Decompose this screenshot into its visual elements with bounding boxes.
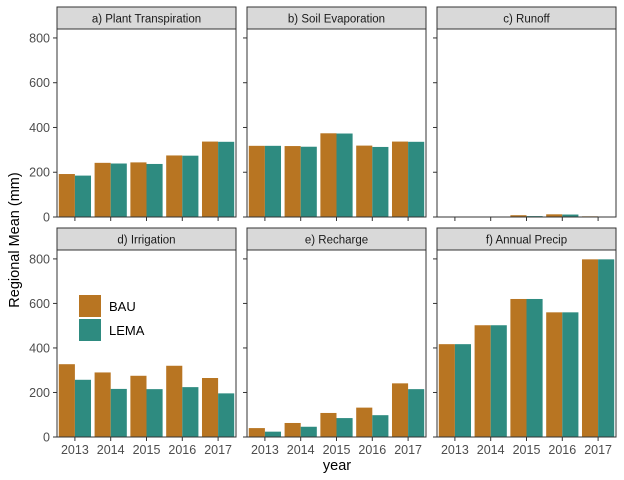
bar-bau bbox=[284, 422, 301, 437]
x-tick-label: 2013 bbox=[441, 443, 469, 457]
y-axis-label: Regional Mean (mm) bbox=[7, 172, 23, 307]
bar-bau bbox=[510, 215, 527, 217]
bar-lema bbox=[110, 388, 127, 437]
facet-strip-title: b) Soil Evaporation bbox=[288, 14, 385, 26]
panel-4: d) Irrigation 0 200 400 600 800 2013 2014 2015 20… bbox=[29, 227, 237, 457]
y-tick-label: 400 bbox=[29, 121, 50, 135]
bar-lema bbox=[146, 389, 163, 437]
panel-border bbox=[436, 28, 617, 218]
y-tick-label: 600 bbox=[29, 297, 50, 311]
panel-3: c) Runoff bbox=[433, 6, 617, 221]
x-tick-label: 2016 bbox=[168, 443, 196, 457]
x-tick-label: 2013 bbox=[61, 443, 89, 457]
bar-bau bbox=[166, 155, 183, 217]
bar-bau bbox=[248, 145, 265, 217]
bar-bau bbox=[474, 325, 491, 437]
bar-lema bbox=[74, 379, 92, 437]
bar-bau bbox=[546, 312, 563, 437]
bar-bau bbox=[581, 259, 599, 437]
bar-lema bbox=[300, 146, 317, 217]
y-tick-label: 0 bbox=[43, 211, 50, 225]
y-tick-label: 200 bbox=[29, 166, 50, 180]
bar-lema bbox=[336, 133, 353, 217]
bar-lema bbox=[490, 325, 507, 437]
legend-key-bau bbox=[79, 295, 101, 317]
bar-bau bbox=[201, 378, 219, 437]
bar-bau bbox=[356, 407, 373, 437]
x-tick-label: 2014 bbox=[97, 443, 125, 457]
bar-lema bbox=[110, 163, 127, 217]
bar-bau bbox=[391, 141, 409, 217]
bar-bau bbox=[510, 298, 527, 437]
y-tick-label: 800 bbox=[29, 252, 50, 266]
panel-6: f) Annual Precip 2013 2014 2015 2016 2017 bbox=[433, 227, 617, 457]
bar-bau bbox=[248, 428, 265, 437]
bar-bau bbox=[284, 146, 301, 217]
x-axis-label: year bbox=[323, 458, 351, 474]
bar-bau bbox=[201, 141, 219, 217]
bar-bau bbox=[356, 145, 373, 217]
bar-bau bbox=[58, 174, 75, 217]
bar-bau bbox=[94, 162, 111, 217]
panel-1: a) Plant Transpiration 0 200 400 600 800 bbox=[29, 6, 237, 225]
bar-lema bbox=[146, 163, 163, 217]
legend-label-lema: LEMA bbox=[109, 323, 145, 338]
facet-strip-title: c) Runoff bbox=[503, 14, 550, 26]
facet-strip-title: d) Irrigation bbox=[117, 235, 175, 247]
x-tick-label: 2014 bbox=[477, 443, 505, 457]
panel-5: e) Recharge 2013 2014 2015 2016 2017 bbox=[243, 227, 427, 457]
bar-lema bbox=[218, 141, 235, 217]
bar-lema bbox=[336, 418, 353, 437]
x-tick-label: 2016 bbox=[358, 443, 386, 457]
bar-bau bbox=[546, 214, 563, 217]
facet-strip-title: e) Recharge bbox=[305, 235, 368, 247]
facet-strip-title: f) Annual Precip bbox=[486, 235, 567, 247]
y-tick-label: 0 bbox=[43, 431, 50, 445]
bar-bau bbox=[320, 133, 337, 217]
bar-bau bbox=[320, 412, 337, 437]
bar-lema bbox=[74, 175, 92, 217]
y-tick-label: 800 bbox=[29, 31, 50, 45]
bar-lema bbox=[264, 145, 282, 217]
x-tick-label: 2015 bbox=[133, 443, 161, 457]
bar-lema bbox=[182, 155, 199, 217]
x-tick-label: 2016 bbox=[548, 443, 576, 457]
x-tick-label: 2013 bbox=[251, 443, 279, 457]
bar-lema bbox=[562, 312, 579, 437]
legend: BAU LEMA bbox=[79, 295, 145, 341]
bar-lema bbox=[372, 415, 389, 437]
bar-lema bbox=[300, 426, 317, 437]
bar-bau bbox=[130, 375, 147, 437]
bar-bau bbox=[130, 162, 147, 217]
y-tick-label: 600 bbox=[29, 76, 50, 90]
legend-key-lema bbox=[79, 319, 101, 341]
x-tick-label: 2014 bbox=[287, 443, 315, 457]
x-tick-label: 2015 bbox=[323, 443, 351, 457]
bar-lema bbox=[408, 141, 425, 217]
bar-lema bbox=[408, 389, 425, 437]
bar-bau bbox=[94, 372, 111, 437]
bar-bau bbox=[438, 344, 455, 437]
panel-2: b) Soil Evaporation bbox=[243, 6, 427, 221]
bar-lema bbox=[372, 146, 389, 217]
x-tick-label: 2015 bbox=[513, 443, 541, 457]
bar-lema bbox=[526, 298, 543, 437]
bar-lema bbox=[598, 259, 615, 437]
y-tick-label: 400 bbox=[29, 341, 50, 355]
bar-lema bbox=[454, 344, 472, 437]
legend-label-bau: BAU bbox=[109, 299, 136, 314]
y-tick-label: 200 bbox=[29, 386, 50, 400]
x-tick-label: 2017 bbox=[394, 443, 422, 457]
bar-lema bbox=[264, 431, 282, 437]
bar-lema bbox=[562, 214, 579, 217]
facet-strip-title: a) Plant Transpiration bbox=[92, 14, 201, 26]
bar-bau bbox=[391, 383, 409, 437]
bar-bau bbox=[166, 365, 183, 437]
x-tick-label: 2017 bbox=[584, 443, 612, 457]
x-tick-label: 2017 bbox=[204, 443, 232, 457]
bar-bau bbox=[58, 364, 75, 437]
bar-lema bbox=[218, 393, 235, 437]
bar-lema bbox=[182, 387, 199, 437]
